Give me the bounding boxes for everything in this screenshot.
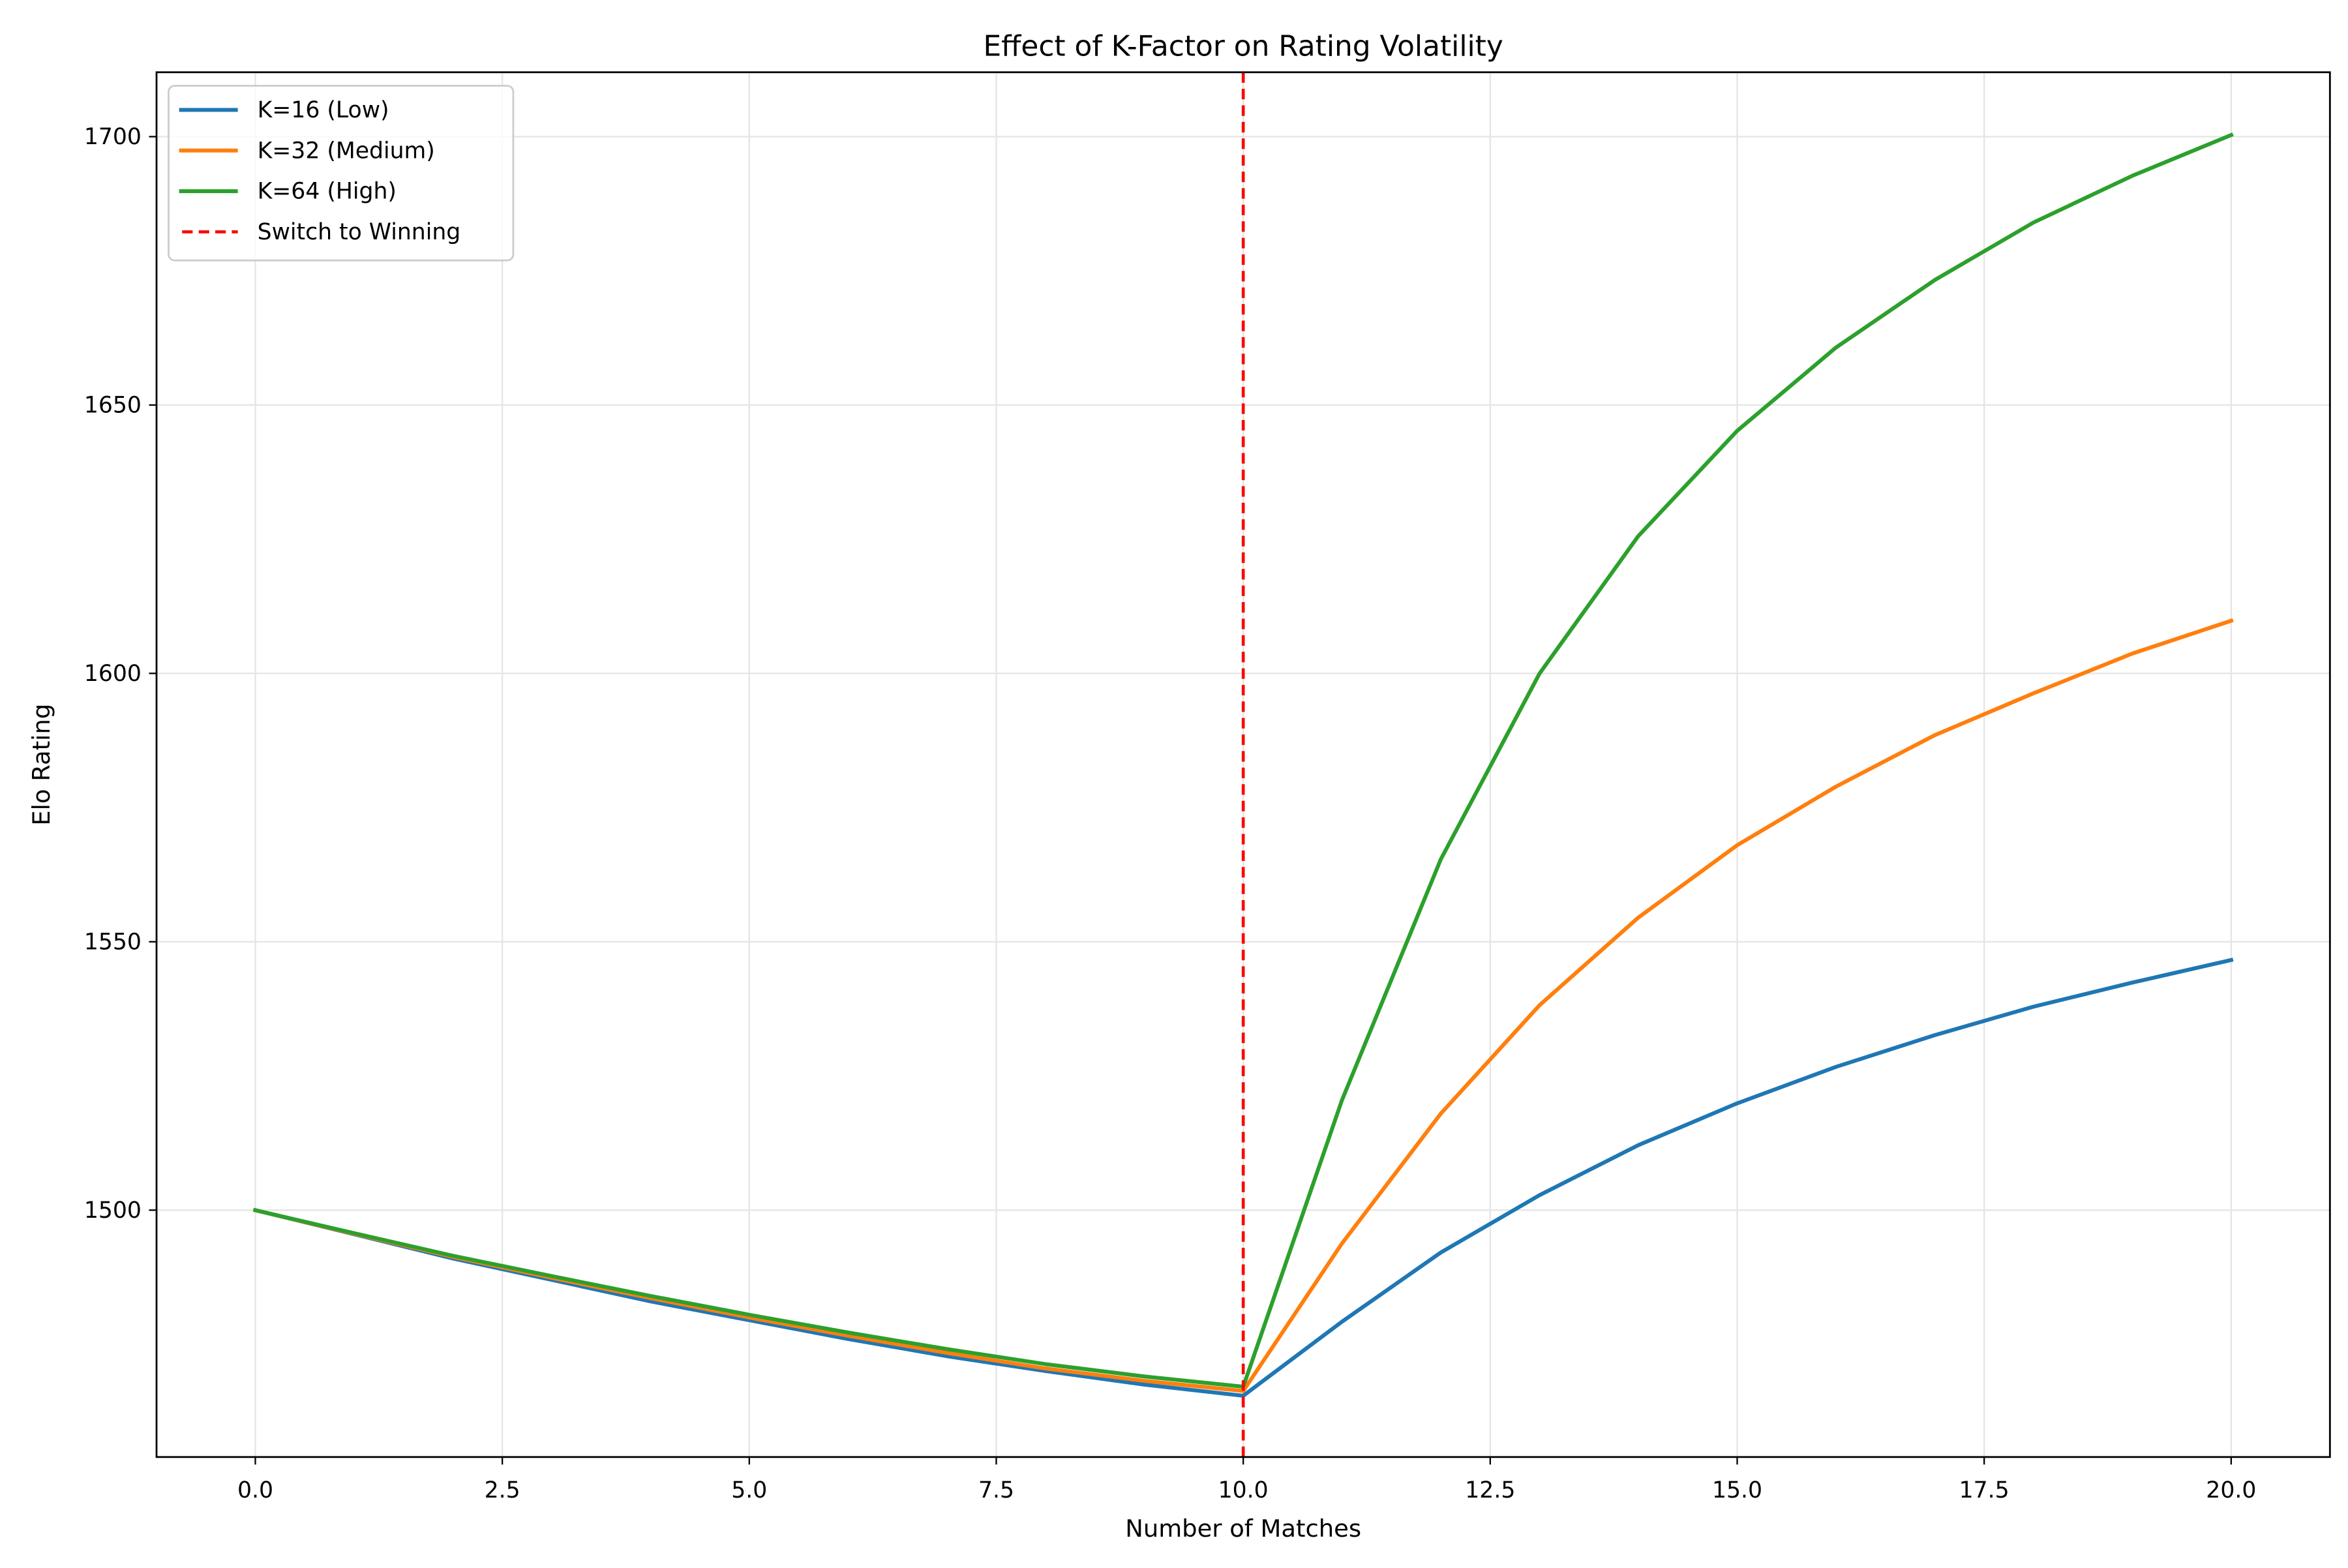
x-axis-ticks: 0.0 2.5 5.0 7.5 10.0 12.5 15.0 17.5 20.0 [237, 1456, 2256, 1503]
y-axis-ticks: 1500 1550 1600 1650 1700 [84, 124, 157, 1224]
series-line-k-16-low [252, 957, 2234, 1398]
x-axis-label: Number of Matches [1125, 1515, 1361, 1543]
legend-label: K=32 (Medium) [258, 138, 435, 164]
x-tick-label: 10.0 [1218, 1477, 1269, 1503]
x-tick-label: 2.5 [485, 1477, 520, 1503]
y-tick-label: 1500 [84, 1198, 142, 1224]
y-tick-label: 1550 [84, 929, 142, 955]
x-tick-label: 15.0 [1712, 1477, 1762, 1503]
legend-box [168, 85, 515, 262]
legend: K=16 (Low) K=32 (Medium) K=64 (High) Switch… [168, 85, 515, 262]
x-tick-label: 0.0 [237, 1477, 273, 1503]
chart-title: Effect of K-Factor on Rating Volatility [983, 29, 1503, 63]
x-tick-label: 20.0 [2206, 1477, 2256, 1503]
x-tick-label: 17.5 [1959, 1477, 2009, 1503]
x-tick-label: 12.5 [1465, 1477, 1515, 1503]
y-axis-label: Elo Rating [27, 704, 55, 826]
x-tick-label: 5.0 [731, 1477, 767, 1503]
x-tick-label: 7.5 [978, 1477, 1014, 1503]
y-tick-label: 1600 [84, 661, 142, 687]
y-tick-label: 1700 [84, 124, 142, 150]
legend-label: Switch to Winning [258, 219, 461, 245]
legend-label: K=64 (High) [258, 179, 397, 205]
y-tick-label: 1650 [84, 393, 142, 419]
legend-label: K=16 (Low) [258, 97, 389, 123]
